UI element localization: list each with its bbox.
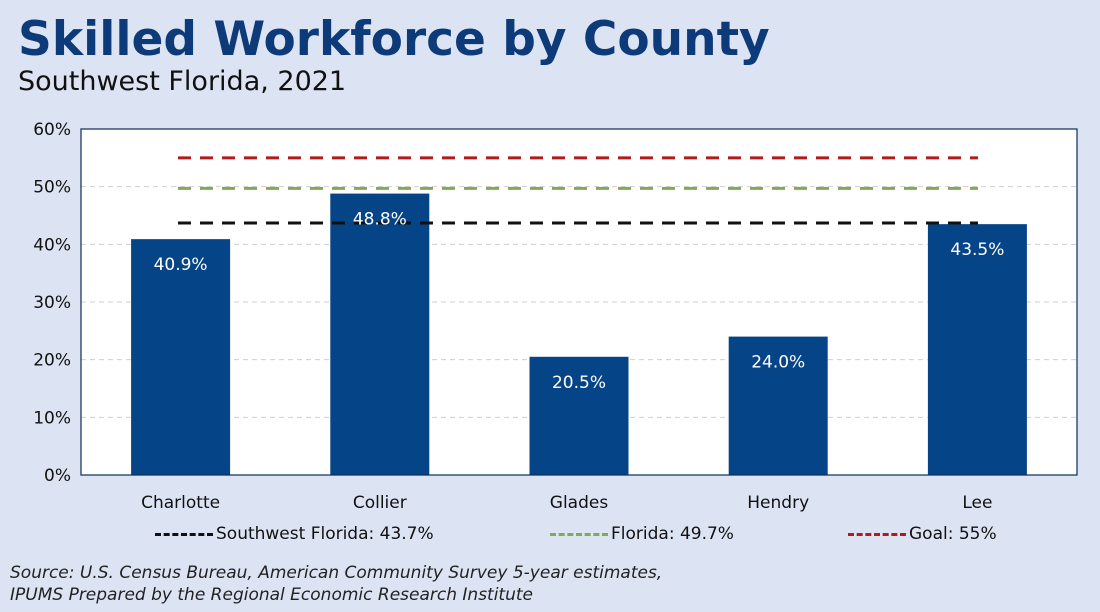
data-label: 43.5% <box>950 240 1004 260</box>
chart-title: Skilled Workforce by County <box>18 12 770 67</box>
y-tick-label: 0% <box>44 466 71 486</box>
y-tick-label: 10% <box>33 408 71 428</box>
legend-swatch-southwest-florida <box>155 533 213 536</box>
y-tick-label: 40% <box>33 235 71 255</box>
source-line-2: IPUMS Prepared by the Regional Economic … <box>10 585 533 605</box>
x-tick-label: Lee <box>962 493 992 513</box>
plot-border <box>80 128 1078 476</box>
x-tick-label: Hendry <box>747 493 809 513</box>
x-tick-label: Glades <box>550 493 609 513</box>
legend-label-southwest-florida: Southwest Florida: 43.7% <box>216 524 434 544</box>
bar <box>728 336 828 475</box>
data-label: 40.9% <box>154 255 208 275</box>
bar <box>927 224 1027 475</box>
source-note: Source: U.S. Census Bureau, American Com… <box>10 562 662 606</box>
y-tick-label: 30% <box>33 293 71 313</box>
chart-subtitle: Southwest Florida, 2021 <box>18 66 347 97</box>
data-label: 20.5% <box>552 373 606 393</box>
bar <box>330 193 430 475</box>
x-tick-label: Collier <box>353 493 407 513</box>
data-label: 24.0% <box>751 353 805 373</box>
y-tick-label: 20% <box>33 351 71 371</box>
x-tick-label: Charlotte <box>141 493 220 513</box>
y-tick-label: 50% <box>33 178 71 198</box>
bar <box>529 356 629 475</box>
bar <box>131 239 231 475</box>
y-tick-label: 60% <box>33 120 71 140</box>
legend-label-goal: Goal: 55% <box>909 524 997 544</box>
legend-swatch-goal <box>848 533 906 536</box>
legend-label-florida: Florida: 49.7% <box>611 524 734 544</box>
legend-swatch-florida <box>550 533 608 536</box>
source-line-1: Source: U.S. Census Bureau, American Com… <box>10 563 663 583</box>
data-label: 48.8% <box>353 210 407 230</box>
